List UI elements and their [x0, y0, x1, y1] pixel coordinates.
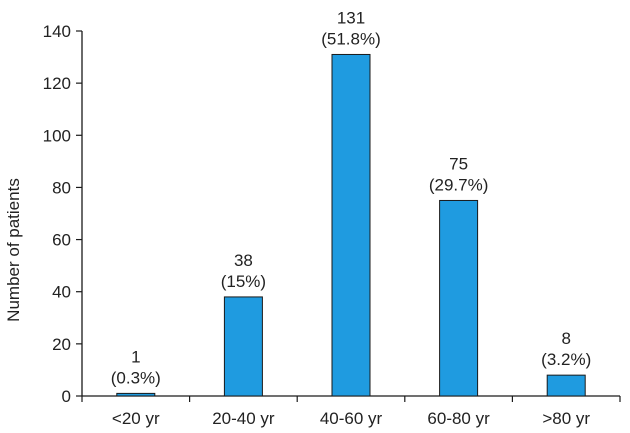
- y-tick-label: 140: [43, 22, 71, 41]
- bar: [439, 199, 479, 397]
- x-axis-ticks: <20 yr 20-40 yr 40-60 yr 60-80 yr >80 yr: [81, 396, 621, 428]
- y-tick-label: 100: [43, 126, 71, 145]
- y-tick-label: 120: [43, 74, 71, 93]
- bar: [546, 374, 586, 397]
- y-axis-title: Number of patients: [4, 178, 23, 322]
- bars: [116, 53, 586, 397]
- x-tick-label: <20 yr: [112, 409, 160, 428]
- data-label-value: 1: [131, 347, 140, 366]
- bar: [223, 296, 263, 397]
- x-tick-label: 20-40 yr: [212, 409, 275, 428]
- x-tick-label: >80 yr: [542, 409, 590, 428]
- bar: [116, 392, 156, 397]
- data-label-percent: (0.3%): [111, 368, 161, 387]
- y-tick-label: 60: [52, 231, 71, 250]
- data-label-percent: (3.2%): [541, 350, 591, 369]
- data-label-percent: (29.7%): [429, 175, 489, 194]
- data-label-value: 8: [561, 329, 570, 348]
- y-tick-label: 0: [62, 387, 71, 406]
- data-label-value: 75: [449, 154, 468, 173]
- y-tick-label: 20: [52, 335, 71, 354]
- data-labels: 1 (0.3%) 38 (15%) 131 (51.8%) 75 (29.7%) 8 (3.2%): [111, 8, 591, 387]
- x-tick-label: 40-60 yr: [320, 409, 383, 428]
- y-tick-label: 80: [52, 178, 71, 197]
- data-label-percent: (15%): [221, 272, 266, 291]
- data-label-value: 131: [337, 8, 365, 27]
- data-label-value: 38: [234, 251, 253, 270]
- data-label-percent: (51.8%): [321, 29, 381, 48]
- bar: [331, 53, 371, 397]
- x-tick-label: 60-80 yr: [427, 409, 490, 428]
- y-tick-label: 40: [52, 283, 71, 302]
- y-axis-ticks: 0 20 40 60 80 100 120 140: [43, 22, 82, 406]
